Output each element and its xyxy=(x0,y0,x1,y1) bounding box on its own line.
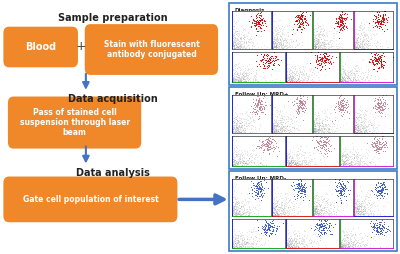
Text: Diagnosis: Diagnosis xyxy=(235,8,265,13)
Text: +: + xyxy=(76,40,87,54)
FancyBboxPatch shape xyxy=(3,177,178,222)
FancyBboxPatch shape xyxy=(230,171,396,251)
FancyBboxPatch shape xyxy=(85,24,218,75)
FancyBboxPatch shape xyxy=(3,27,78,67)
Text: Data acquisition: Data acquisition xyxy=(68,94,158,104)
Text: Stain with fluorescent
antibody conjugated: Stain with fluorescent antibody conjugat… xyxy=(104,40,199,59)
Text: Gate cell population of interest: Gate cell population of interest xyxy=(22,195,158,204)
Text: Follow Up: MRD+: Follow Up: MRD+ xyxy=(235,92,288,97)
Text: Sample preparation: Sample preparation xyxy=(58,13,168,23)
FancyBboxPatch shape xyxy=(230,87,396,169)
Text: Follow Up: MRD-: Follow Up: MRD- xyxy=(235,176,286,181)
FancyBboxPatch shape xyxy=(230,3,396,85)
Text: Blood: Blood xyxy=(25,42,56,52)
Text: Pass of stained cell
suspension through laser
beam: Pass of stained cell suspension through … xyxy=(20,107,130,137)
FancyBboxPatch shape xyxy=(8,97,141,149)
Text: Data analysis: Data analysis xyxy=(76,168,150,178)
